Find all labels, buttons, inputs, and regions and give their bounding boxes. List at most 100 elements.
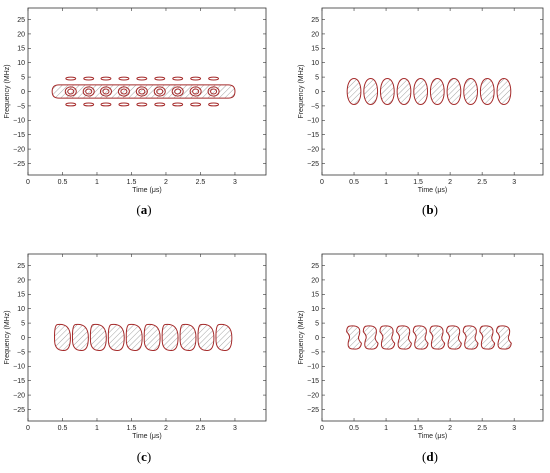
contour-group [346, 78, 512, 105]
y-tick-label: 15 [311, 292, 319, 299]
sidelobe-contour [136, 102, 148, 107]
pulse-ring-inner [210, 88, 218, 95]
pulse-contour [71, 323, 89, 351]
x-tick-label: 1 [95, 179, 99, 186]
sidelobe-contour [65, 102, 77, 107]
y-tick-label: 20 [17, 31, 25, 38]
x-tick-label: 2.5 [477, 179, 487, 186]
sidelobe-contour [190, 76, 202, 81]
y-tick-label: 20 [17, 277, 25, 284]
sidelobe-contour [136, 76, 148, 81]
panel-caption: (b) [422, 202, 438, 217]
pulse-ring-inner [120, 88, 128, 95]
y-tick-label: −5 [311, 103, 319, 110]
x-tick-label: 1.5 [413, 425, 423, 432]
x-tick-label: 2 [164, 179, 168, 186]
pulse-ring-inner [138, 88, 146, 95]
x-axis-label: Time (μs) [418, 187, 447, 194]
panel-caption: (d) [422, 449, 438, 464]
pulse-contour [396, 78, 412, 105]
pulse-contour [107, 323, 125, 351]
contour-group [346, 325, 512, 350]
pulse-contour [346, 325, 362, 350]
y-tick-label: 25 [17, 263, 25, 270]
pulse-ring-outer [99, 86, 112, 97]
pulse-contour [143, 323, 161, 351]
pulse-contour [125, 323, 143, 351]
pulse-contour [446, 325, 462, 350]
y-tick-label: 15 [311, 46, 319, 53]
x-tick-label: 2 [448, 425, 452, 432]
pulse-contour [362, 325, 379, 350]
x-tick-label: 0 [26, 179, 30, 186]
pulse-contour [197, 323, 215, 351]
x-tick-label: 0 [320, 425, 324, 432]
sidelobe-contour [65, 76, 77, 81]
contour-group [54, 323, 233, 351]
x-tick-label: 0 [26, 425, 30, 432]
y-tick-label: −10 [307, 118, 319, 125]
x-tick-label: 1 [384, 425, 388, 432]
pulse-ring-inner [102, 88, 110, 95]
y-tick-label: 20 [311, 31, 319, 38]
pulse-ring-outer [135, 86, 148, 97]
pulse-contour [462, 325, 479, 350]
y-tick-label: 20 [311, 277, 319, 284]
panel-b: 25 20 15 10 5 0 −5 −10 −15 −20 −25 0 0.5 1 1.5 2 2.5 3 Tim… [298, 7, 544, 217]
x-tick-label: 3 [233, 179, 237, 186]
y-tick-label: −10 [13, 364, 25, 371]
pulse-contour [89, 323, 107, 351]
pulse-ring-inner [192, 88, 200, 95]
y-tick-label: 10 [311, 60, 319, 67]
pulse-contour [479, 325, 496, 350]
sidelobe-contour [154, 76, 166, 81]
y-tick-label: 0 [315, 89, 319, 96]
x-tick-label: 0 [320, 179, 324, 186]
pulse-contour [429, 325, 446, 350]
y-tick-label: −10 [13, 118, 25, 125]
pulse-contour [379, 325, 396, 350]
y-tick-label: 0 [21, 335, 25, 342]
x-tick-label: 0.5 [58, 179, 68, 186]
y-axis-label: Frequency (MHz) [298, 64, 305, 118]
x-tick-label: 0.5 [349, 179, 359, 186]
pulse-ring-outer [82, 86, 95, 97]
pulse-contour [161, 323, 179, 351]
x-tick-label: 1.5 [127, 425, 137, 432]
y-tick-label: −15 [307, 132, 319, 139]
x-tick-label: 1.5 [127, 179, 137, 186]
sidelobe-contour [154, 102, 166, 107]
pulse-contour [429, 78, 445, 105]
panel-d: 25 20 15 10 5 0 −5 −10 −15 −20 −25 0 0.5 1 1.5 2 2.5 3 Tim… [298, 253, 544, 464]
sidelobe-contour [100, 102, 112, 107]
pulse-contour [446, 78, 462, 105]
pulse-contour [379, 78, 395, 105]
pulse-contour [496, 325, 512, 350]
y-tick-label: 15 [17, 292, 25, 299]
y-tick-label: −20 [13, 146, 25, 153]
pulse-contour [363, 78, 379, 105]
x-tick-label: 3 [512, 179, 516, 186]
pulse-ring-inner [85, 88, 93, 95]
y-tick-label: −20 [13, 392, 25, 399]
panel-caption: (c) [137, 449, 151, 464]
y-axis-label: Frequency (MHz) [4, 310, 11, 364]
y-tick-label: 0 [315, 335, 319, 342]
pulse-ring-outer [117, 86, 130, 97]
y-tick-label: 15 [17, 46, 25, 53]
pulse-contour [496, 78, 512, 105]
pulse-ring-inner [156, 88, 164, 95]
y-tick-label: 5 [315, 75, 319, 82]
pulse-contour [215, 323, 233, 351]
sidelobe-contour [208, 76, 220, 81]
x-tick-label: 2 [164, 425, 168, 432]
y-tick-label: 10 [17, 306, 25, 313]
y-axis-label: Frequency (MHz) [4, 64, 11, 118]
sidelobe-contour [83, 102, 95, 107]
y-tick-label: 25 [17, 17, 25, 24]
pulse-contour [479, 78, 495, 105]
x-tick-label: 2.5 [196, 179, 206, 186]
x-tick-label: 2 [448, 179, 452, 186]
